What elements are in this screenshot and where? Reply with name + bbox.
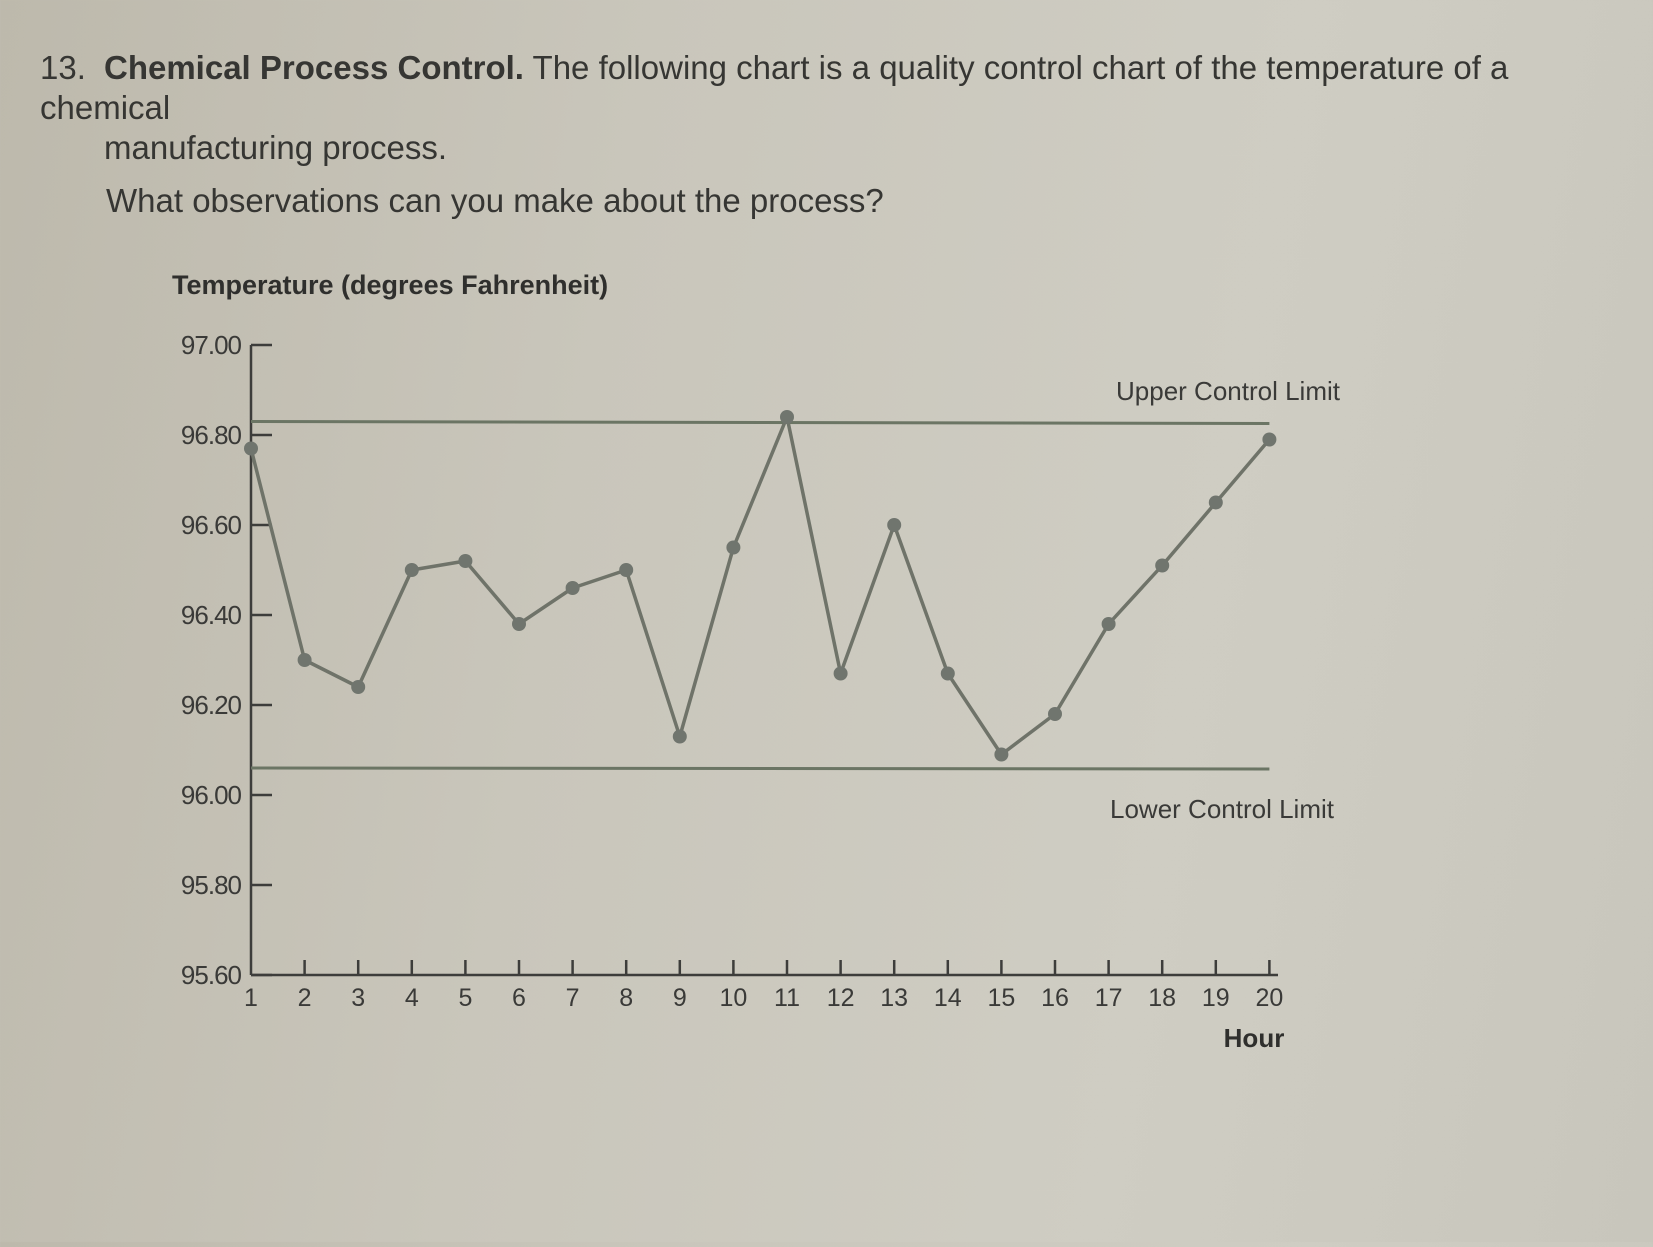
question-line-2: manufacturing process. xyxy=(104,129,448,166)
data-point xyxy=(1155,558,1170,573)
x-tick-label: 13 xyxy=(880,984,908,1012)
lower-control-limit-label: Lower Control Limit xyxy=(1110,794,1335,824)
data-point xyxy=(244,441,258,456)
data-point xyxy=(1262,432,1277,447)
data-point xyxy=(833,666,848,681)
y-tick-label: 96.00 xyxy=(181,780,242,810)
y-tick-label: 96.40 xyxy=(181,600,242,630)
x-tick-label: 18 xyxy=(1148,984,1176,1012)
x-axis-label: Hour xyxy=(1224,1023,1285,1053)
x-tick-label: 14 xyxy=(934,984,962,1012)
data-point xyxy=(887,518,902,532)
x-tick-label: 7 xyxy=(566,984,580,1012)
data-point xyxy=(672,729,687,744)
data-point xyxy=(780,410,794,424)
data-point xyxy=(994,747,1009,762)
x-tick-label: 6 xyxy=(512,984,526,1012)
question-prompt: What observations can you make about the… xyxy=(106,182,884,219)
y-tick-label: 95.60 xyxy=(181,960,242,990)
data-point xyxy=(351,680,366,694)
data-point xyxy=(297,653,312,667)
y-ticks: 95.60 95.80 96.00 96.20 96.40 96.60 96.80 97.00 xyxy=(181,330,272,990)
data-point xyxy=(404,563,419,577)
data-point xyxy=(619,563,634,577)
x-tick-label: 12 xyxy=(827,984,855,1012)
question-title: Chemical Process Control. xyxy=(104,49,524,86)
y-tick-label: 95.80 xyxy=(181,870,242,900)
data-point xyxy=(1208,495,1223,510)
x-tick-label: 15 xyxy=(987,984,1015,1012)
y-tick-label: 97.00 xyxy=(181,330,242,360)
x-tick-label: 1 xyxy=(244,984,258,1012)
data-point xyxy=(940,666,955,681)
lower-control-limit-line xyxy=(250,766,1270,771)
temperature-series-line xyxy=(249,415,1271,757)
temperature-points xyxy=(244,410,1277,762)
x-tick-label: 3 xyxy=(351,984,365,1012)
data-point xyxy=(1101,617,1116,631)
data-point xyxy=(726,540,741,555)
x-tick-label: 9 xyxy=(673,984,687,1012)
x-tick-label: 8 xyxy=(619,984,633,1012)
x-tick-label: 11 xyxy=(774,984,800,1012)
question-block: 13. Chemical Process Control. The followi… xyxy=(40,48,1640,168)
y-tick-label: 96.80 xyxy=(181,420,242,450)
x-tick-label: 16 xyxy=(1041,984,1069,1012)
data-point xyxy=(1048,707,1062,721)
question-line-1: 13. Chemical Process Control. The followi… xyxy=(40,48,1640,128)
y-tick-label: 96.60 xyxy=(181,510,242,540)
x-tick-label: 5 xyxy=(458,984,472,1012)
data-point xyxy=(565,581,580,595)
question-text: The following chart is a quality control… xyxy=(40,49,1509,126)
x-tick-label: 10 xyxy=(719,984,747,1012)
x-tick-label: 19 xyxy=(1202,984,1230,1012)
x-ticks: 1 2 3 4 5 6 7 8 9 10 11 12 13 14 15 16 17 18 19 20 xyxy=(244,960,1283,1012)
x-tick-label: 17 xyxy=(1095,984,1123,1012)
y-axis-label: Temperature (degrees Fahrenheit) xyxy=(172,270,608,300)
x-tick-label: 2 xyxy=(298,984,312,1012)
x-tick-label: 20 xyxy=(1255,984,1283,1012)
data-point xyxy=(512,617,526,631)
data-point xyxy=(458,554,473,568)
upper-control-limit-label: Upper Control Limit xyxy=(1116,376,1341,406)
upper-control-limit-line xyxy=(250,420,1270,425)
question-number: 13. xyxy=(40,49,86,86)
y-tick-label: 96.20 xyxy=(181,690,242,720)
x-tick-label: 4 xyxy=(405,984,419,1012)
